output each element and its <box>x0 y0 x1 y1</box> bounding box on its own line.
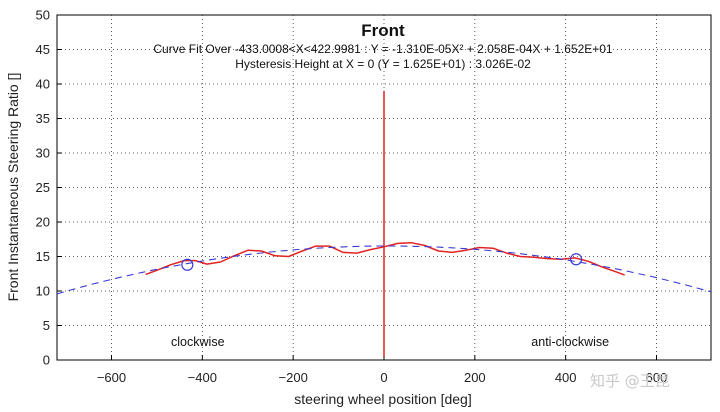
fit-limit-marker <box>181 258 194 271</box>
fit-limit-marker <box>570 253 583 266</box>
x-axis-label: steering wheel position [deg] <box>294 391 471 407</box>
chart-title: Front <box>361 21 405 40</box>
region-label: clockwise <box>171 335 225 349</box>
hysteresis-annotation: Hysteresis Height at X = 0 (Y = 1.625E+0… <box>235 57 531 71</box>
x-tick-label: −600 <box>97 370 126 385</box>
x-tick-label: 200 <box>464 370 486 385</box>
plot-area: −600 −400 −200 0 200 400 600 0 5 10 15 20 25 30 35 40 45… <box>36 8 712 385</box>
y-tick-label: 40 <box>36 77 50 92</box>
y-tick-label: 45 <box>36 42 50 57</box>
x-tick-label: −200 <box>279 370 308 385</box>
y-tick-label: 5 <box>43 318 50 333</box>
y-tick-label: 30 <box>36 146 50 161</box>
x-tick-label: −400 <box>188 370 217 385</box>
x-tick-label: 600 <box>646 370 668 385</box>
curve-fit-line <box>56 245 712 295</box>
watermark: 知乎 @王昆 <box>590 372 670 390</box>
y-tick-label: 10 <box>36 284 50 299</box>
curve-fit-annotation: Curve Fit Over -433.0008<X<422.9981 : Y … <box>153 42 613 56</box>
y-tick-label: 20 <box>36 215 50 230</box>
y-axis-label: Front Instantaneous Steering Ratio [] <box>5 73 21 302</box>
y-tick-label: 50 <box>36 8 50 23</box>
region-label: anti-clockwise <box>531 335 609 349</box>
y-tick-label: 15 <box>36 249 50 264</box>
x-tick-label: 400 <box>555 370 577 385</box>
x-tick-label: 0 <box>380 370 387 385</box>
y-tick-label: 0 <box>43 353 50 368</box>
y-tick-label: 25 <box>36 180 50 195</box>
y-tick-label: 35 <box>36 111 50 126</box>
